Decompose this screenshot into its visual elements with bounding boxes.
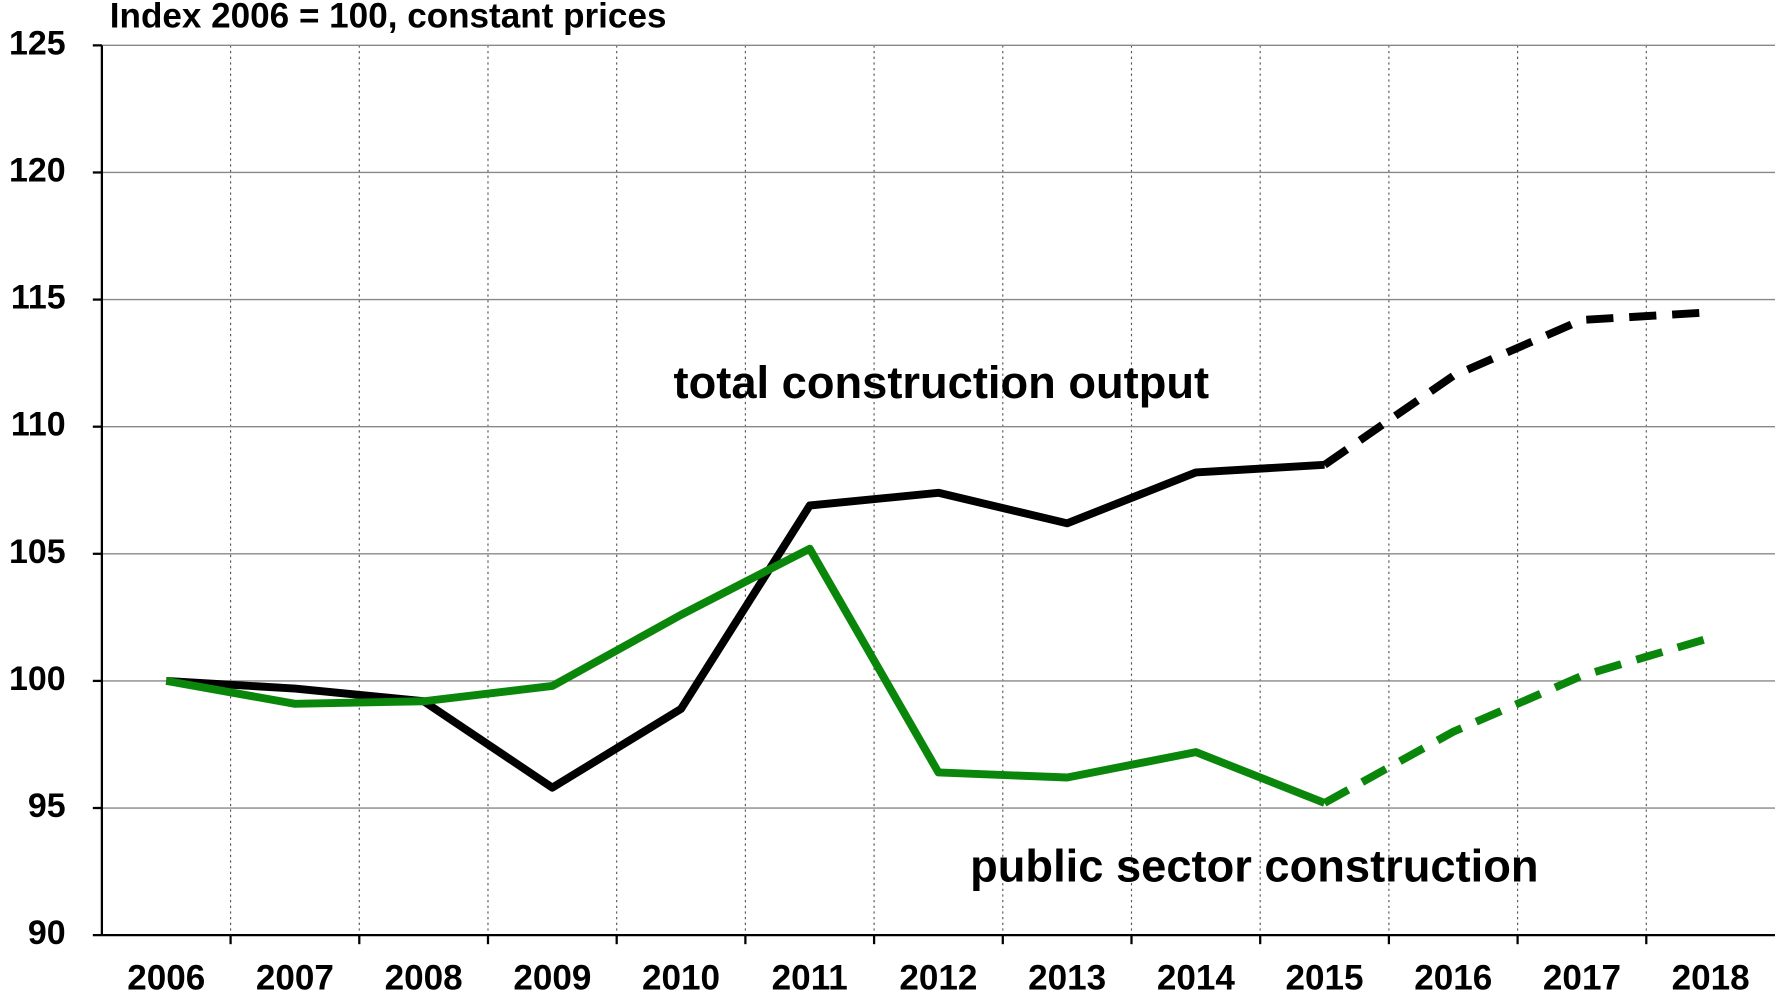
y-tick-label: 90 <box>28 914 66 952</box>
x-tick-label: 2015 <box>1286 959 1364 998</box>
series-label: total construction output <box>674 357 1210 408</box>
chart-title: Index 2006 = 100, constant prices <box>110 0 667 35</box>
x-tick-label: 2013 <box>1028 959 1106 998</box>
y-tick-label: 120 <box>9 151 66 189</box>
y-tick-label: 125 <box>9 24 66 62</box>
x-tick-label: 2007 <box>256 959 334 998</box>
x-tick-label: 2017 <box>1543 959 1621 998</box>
line-series <box>165 460 1325 792</box>
line-series-projection <box>1322 633 1712 807</box>
x-tick-label: 2018 <box>1672 959 1750 998</box>
x-tick-label: 2016 <box>1414 959 1492 998</box>
y-tick-label: 115 <box>11 279 66 317</box>
x-tick-label: 2009 <box>513 959 591 998</box>
y-tick-label: 95 <box>28 787 66 825</box>
y-tick-label: 100 <box>9 660 66 698</box>
x-tick-label: 2014 <box>1157 959 1236 998</box>
y-tick-label: 105 <box>9 533 66 571</box>
y-tick-label: 110 <box>11 406 66 444</box>
x-tick-label: 2006 <box>127 959 205 998</box>
line-series <box>165 544 1327 807</box>
x-tick-label: 2010 <box>642 959 720 998</box>
x-tick-label: 2012 <box>899 959 977 998</box>
series-label: public sector construction <box>970 840 1538 891</box>
x-tick-label: 2011 <box>772 959 848 998</box>
x-tick-label: 2008 <box>385 959 463 998</box>
line-series-projection <box>1322 308 1711 469</box>
